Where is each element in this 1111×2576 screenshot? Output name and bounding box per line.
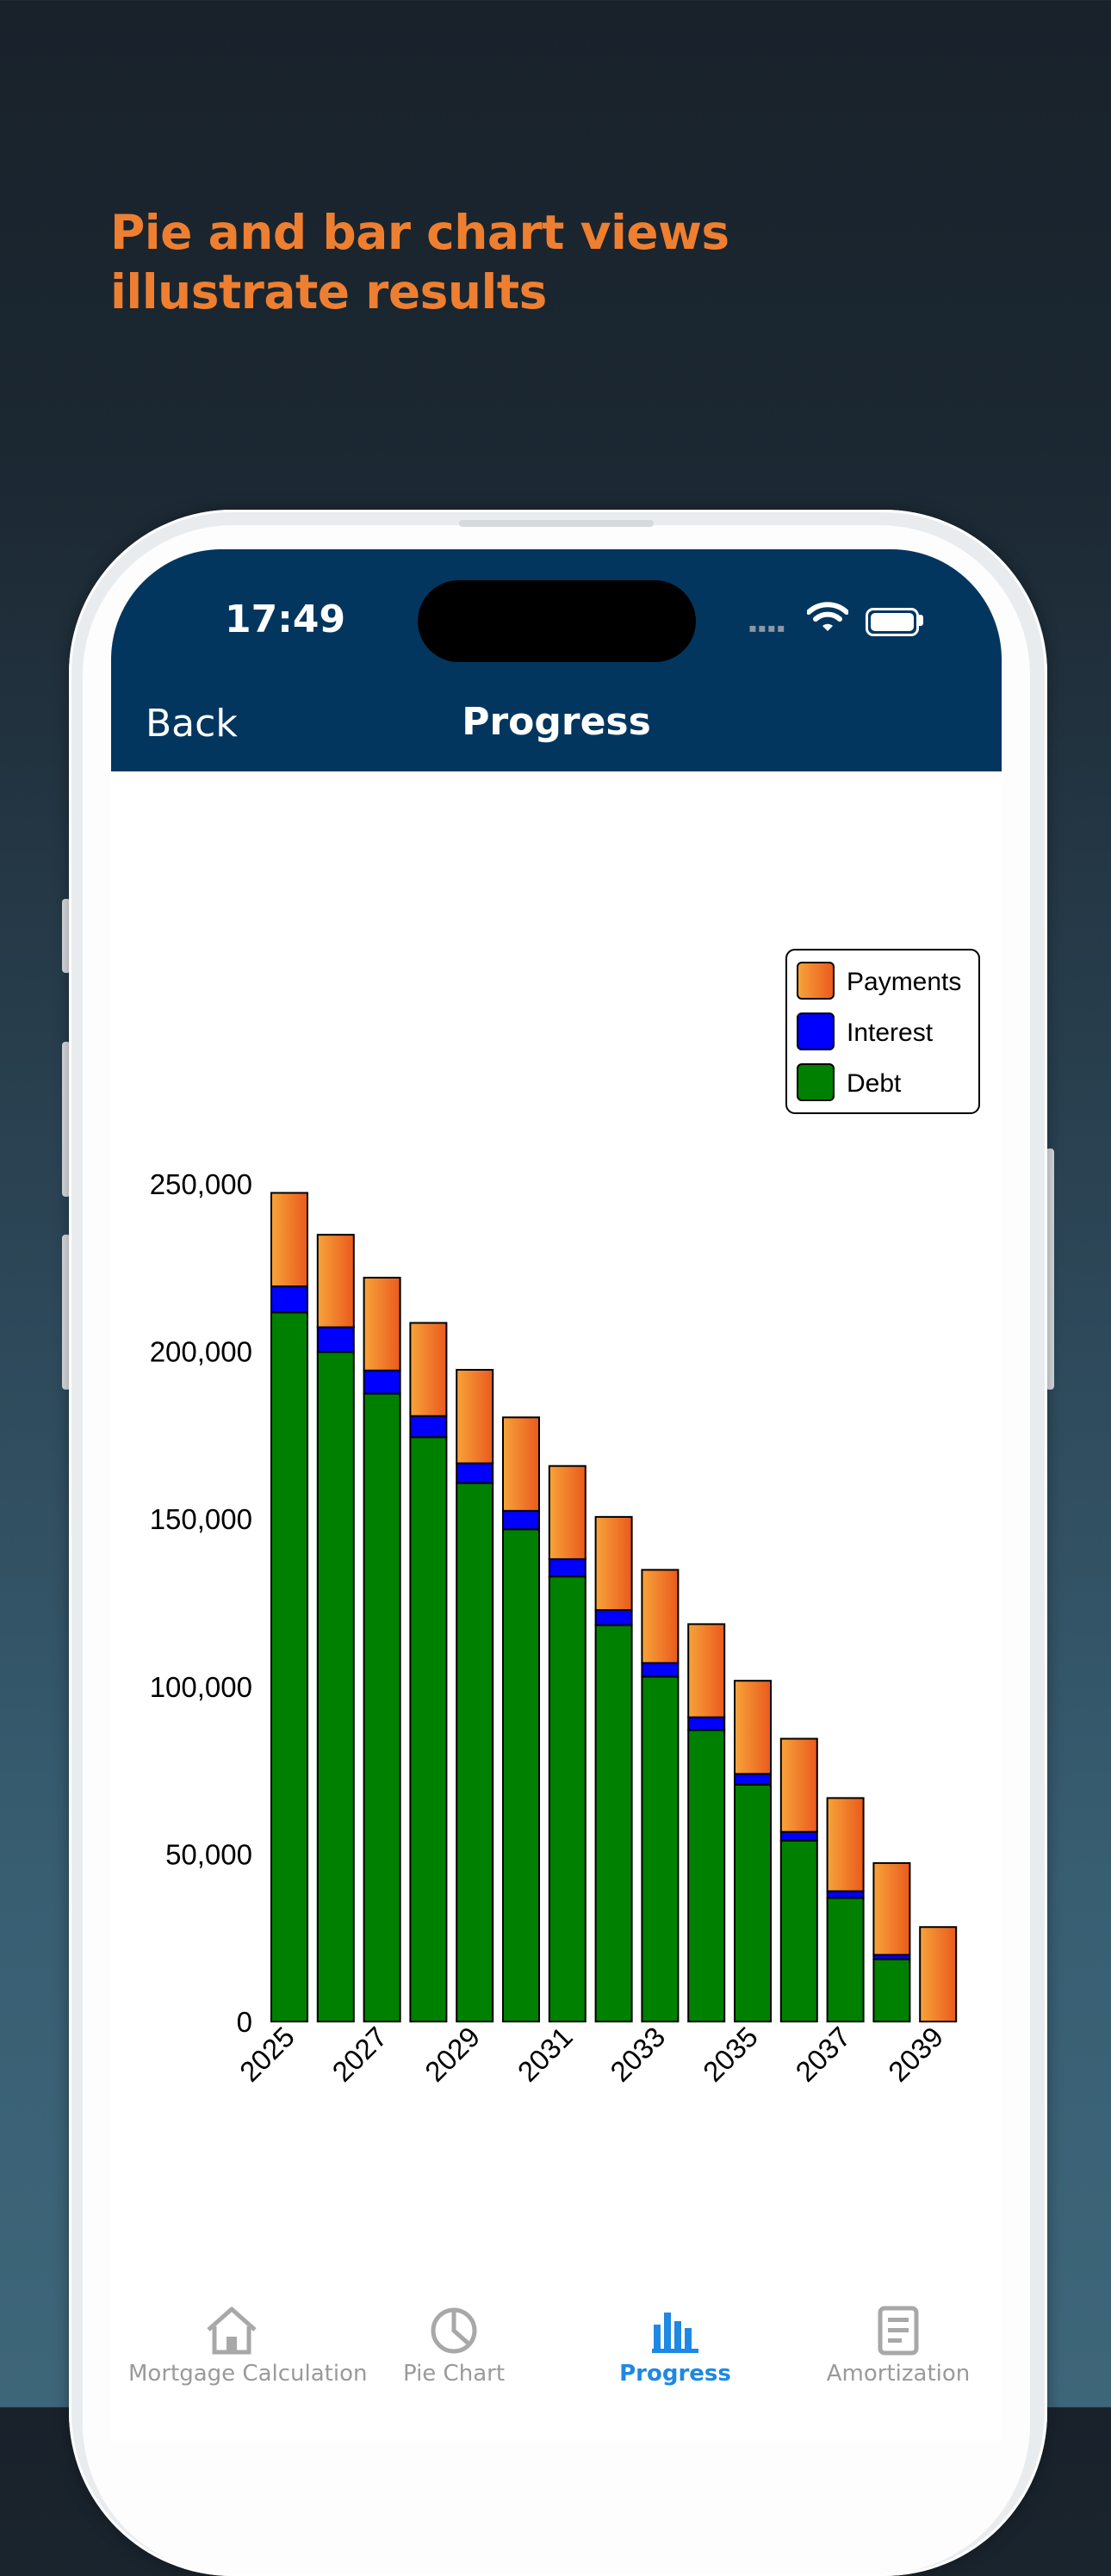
bar-debt-2030: [502, 1528, 540, 2022]
y-tick-label: 250,000: [150, 1168, 252, 1200]
bar-debt-2034: [687, 1729, 726, 2022]
bar-payments-2032: [594, 1515, 633, 1612]
bar-interest-2037: [826, 1890, 865, 1899]
bar-debt-2037: [826, 1897, 865, 2023]
tab-progress[interactable]: Progress: [572, 2306, 779, 2387]
tab-mortgage-calculation[interactable]: Mortgage Calculation: [128, 2306, 368, 2387]
bar-debt-2032: [594, 1624, 633, 2023]
bar-payments-2033: [641, 1569, 680, 1664]
volume-up-button: [62, 1042, 71, 1197]
y-tick-label: 200,000: [150, 1336, 252, 1368]
headline-line-2: illustrate results: [110, 264, 547, 319]
bar-payments-2030: [502, 1416, 540, 1512]
y-tick-label: 0: [237, 2006, 252, 2038]
document-icon: [878, 2306, 919, 2356]
bar-interest-2028: [409, 1415, 448, 1439]
legend-label-interest: Interest: [847, 1019, 934, 1047]
bar-interest-2026: [316, 1326, 355, 1353]
x-tick-label: 2027: [326, 2021, 393, 2088]
bar-payments-2037: [826, 1797, 865, 1892]
bar-payments-2031: [548, 1464, 587, 1560]
power-button: [1046, 1149, 1054, 1390]
bar-debt-2036: [779, 1839, 818, 2023]
y-tick-label: 150,000: [150, 1503, 252, 1535]
volume-down-button: [62, 1235, 71, 1390]
back-button[interactable]: Back: [146, 702, 238, 746]
bar-payments-2038: [872, 1861, 911, 1956]
bar-debt-2026: [316, 1351, 355, 2022]
x-tick-label: 2039: [882, 2021, 949, 2088]
x-tick-label: 2033: [604, 2021, 671, 2088]
bar-interest-2032: [594, 1609, 633, 1626]
bar-interest-2033: [641, 1662, 680, 1678]
bar-debt-2035: [734, 1783, 772, 2022]
wifi-icon: [807, 602, 848, 631]
legend-swatch-debt: [797, 1063, 835, 1101]
bar-debt-2027: [363, 1392, 401, 2022]
bar-interest-2035: [734, 1773, 772, 1786]
phone-screen: 17:49 ▪▪▪▪ Back Progress 0 50,000 100,000 1…: [111, 549, 1002, 2443]
bar-payments-2026: [316, 1234, 355, 1328]
x-tick-label: 2031: [512, 2021, 579, 2088]
battery-tip: [919, 615, 923, 626]
bar-payments-2027: [363, 1276, 401, 1372]
bar-debt-2029: [456, 1482, 494, 2022]
navigation-bar: 17:49 ▪▪▪▪ Back Progress: [111, 549, 1002, 771]
bar-payments-2036: [779, 1737, 818, 1833]
bar-payments-2025: [270, 1192, 308, 1288]
bar-payments-2034: [687, 1623, 726, 1718]
tab-amortization[interactable]: Amortization: [795, 2306, 1002, 2387]
bar-interest-2031: [548, 1557, 587, 1578]
bar-interest-2027: [363, 1369, 401, 1395]
legend-swatch-interest: [797, 1012, 835, 1050]
headline: Pie and bar chart views illustrate resul…: [110, 203, 885, 322]
x-tick-label: 2035: [697, 2021, 764, 2088]
tab-label: Amortization: [826, 2361, 971, 2387]
headline-line-1: Pie and bar chart views: [110, 205, 729, 260]
house-icon: [207, 2307, 257, 2355]
bar-payments-2029: [456, 1369, 494, 1464]
bar-interest-2025: [270, 1285, 308, 1314]
tab-label: Mortgage Calculation: [128, 2361, 368, 2387]
legend-label-debt: Debt: [847, 1069, 902, 1098]
bar-interest-2029: [456, 1462, 494, 1484]
bar-payments-2039: [919, 1926, 958, 2023]
chart-legend: Payments Interest Debt: [785, 949, 980, 1114]
tab-label: Pie Chart: [402, 2361, 506, 2387]
bar-debt-2038: [872, 1958, 911, 2022]
y-tick-label: 50,000: [165, 1838, 252, 1870]
bar-chart-icon: [652, 2313, 698, 2353]
x-tick-label: 2037: [789, 2021, 856, 2088]
legend-swatch-payments: [797, 962, 835, 1000]
tab-label: Progress: [619, 2361, 731, 2387]
bar-interest-2036: [779, 1830, 818, 1842]
bar-payments-2035: [734, 1680, 772, 1775]
legend-label-payments: Payments: [847, 968, 961, 996]
bar-debt-2033: [641, 1675, 680, 2022]
bar-interest-2030: [502, 1509, 540, 1531]
dynamic-island: [418, 580, 696, 662]
bar-interest-2034: [687, 1716, 726, 1731]
y-tick-label: 100,000: [150, 1671, 252, 1703]
speaker-slot: [459, 520, 654, 527]
bar-payments-2028: [409, 1322, 448, 1417]
pie-chart-icon: [431, 2307, 477, 2354]
bar-debt-2031: [548, 1576, 587, 2022]
x-tick-label: 2029: [419, 2021, 486, 2088]
status-time: 17:49: [225, 598, 346, 641]
bar-debt-2028: [409, 1436, 448, 2022]
action-button: [62, 899, 71, 973]
battery-icon: [866, 608, 919, 636]
cellular-signal-icon: ▪▪▪▪: [748, 615, 786, 641]
tab-bar: Mortgage Calculation Pie Chart Progress: [111, 2306, 1002, 2443]
tab-pie-chart[interactable]: Pie Chart: [351, 2306, 557, 2387]
bar-debt-2025: [270, 1311, 308, 2022]
page-title: Progress: [462, 700, 651, 744]
